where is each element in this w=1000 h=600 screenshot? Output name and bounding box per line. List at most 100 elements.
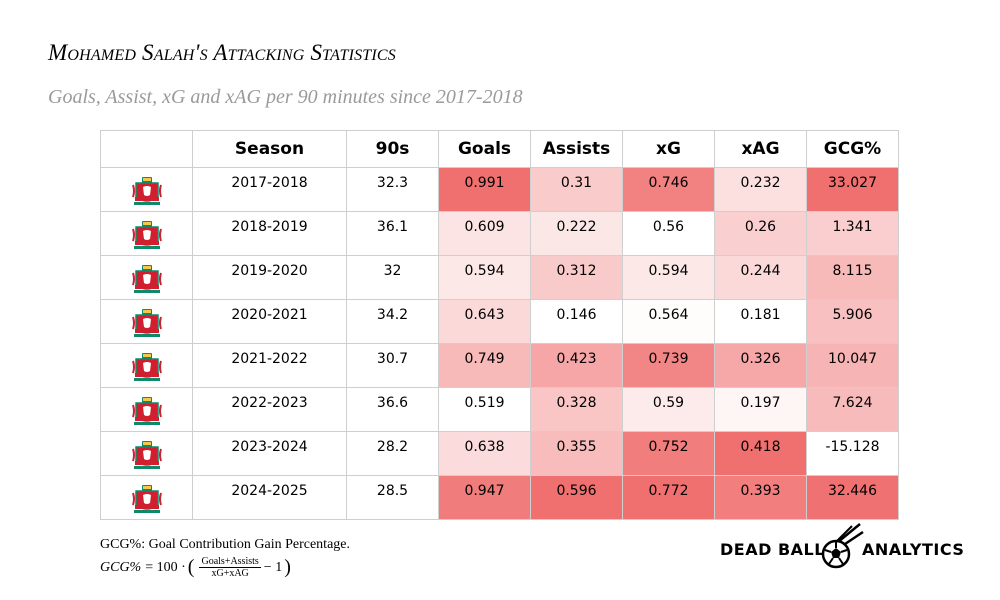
formula-numerator: Goals+Assists [199,556,261,568]
soccer-ball-icon [821,523,864,569]
cell-assists: 0.596 [530,475,623,520]
liverpool-crest-icon [131,397,162,425]
cell-xag: 0.244 [714,255,807,300]
cell-assists: 0.355 [530,431,623,476]
cell-xag: 0.326 [714,343,807,388]
cell-assists: 0.328 [530,387,623,432]
table-row: 2019-2020 32 0.594 0.312 0.594 0.244 8.115 [100,255,899,300]
cell-season: 2024-2025 [192,475,347,520]
chart-subtitle: Goals, Assist, xG and xAG per 90 minutes… [48,86,523,108]
header-row: Season 90s Goals Assists xG xAG GCG% [100,130,899,168]
table-header: Season 90s Goals Assists xG xAG GCG% [100,130,899,168]
row-logo-cell [100,431,193,476]
formula-equals: = 100 · [145,559,186,575]
header-goals-cell: Goals [438,130,531,168]
cell-assists: 0.146 [530,299,623,344]
cell-gcg: 10.047 [806,343,899,388]
liverpool-crest-icon [131,441,162,469]
cell-gcg: 7.624 [806,387,899,432]
cell-season: 2019-2020 [192,255,347,300]
cell-90s: 32 [346,255,439,300]
cell-xg: 0.739 [622,343,715,388]
cell-season: 2020-2021 [192,299,347,344]
header-season-cell: Season [192,130,347,168]
row-logo-cell [100,475,193,520]
cell-gcg: 1.341 [806,211,899,256]
cell-90s: 36.1 [346,211,439,256]
header-assists-cell: Assists [530,130,623,168]
table-row: 2021-2022 30.7 0.749 0.423 0.739 0.326 10.047 [100,343,899,388]
gcg-formula: GCG% = 100 · ( Goals+Assists xG+xAG − 1 … [100,556,293,579]
row-logo-cell [100,167,193,212]
cell-90s: 28.5 [346,475,439,520]
formula-fraction: Goals+Assists xG+xAG [199,556,261,579]
formula-denominator: xG+xAG [211,568,249,579]
table-row: 2022-2023 36.6 0.519 0.328 0.59 0.197 7.624 [100,387,899,432]
cell-xag: 0.418 [714,431,807,476]
row-logo-cell [100,343,193,388]
formula-lhs: GCG% [100,559,142,575]
liverpool-crest-icon [131,353,162,381]
table-row: 2020-2021 34.2 0.643 0.146 0.564 0.181 5.906 [100,299,899,344]
cell-90s: 30.7 [346,343,439,388]
header-xag-cell: xAG [714,130,807,168]
cell-xag: 0.26 [714,211,807,256]
cell-xag: 0.393 [714,475,807,520]
cell-xag: 0.232 [714,167,807,212]
brand-text-left: DEAD BALL [720,540,825,559]
cell-xg: 0.746 [622,167,715,212]
cell-goals: 0.749 [438,343,531,388]
table-row: 2017-2018 32.3 0.991 0.31 0.746 0.232 33.027 [100,167,899,212]
liverpool-crest-icon [131,265,162,293]
table-row: 2018-2019 36.1 0.609 0.222 0.56 0.26 1.341 [100,211,899,256]
cell-gcg: 33.027 [806,167,899,212]
liverpool-crest-icon [131,309,162,337]
formula-open-paren: ( [187,556,195,578]
table-body: 2017-2018 32.3 0.991 0.31 0.746 0.232 33.027 20… [100,167,899,520]
cell-90s: 36.6 [346,387,439,432]
row-logo-cell [100,387,193,432]
cell-season: 2022-2023 [192,387,347,432]
row-logo-cell [100,211,193,256]
cell-goals: 0.638 [438,431,531,476]
cell-assists: 0.312 [530,255,623,300]
liverpool-crest-icon [131,221,162,249]
liverpool-crest-icon [131,485,162,513]
cell-goals: 0.609 [438,211,531,256]
cell-goals: 0.991 [438,167,531,212]
cell-assists: 0.423 [530,343,623,388]
cell-xag: 0.181 [714,299,807,344]
cell-xg: 0.772 [622,475,715,520]
cell-xg: 0.752 [622,431,715,476]
cell-goals: 0.947 [438,475,531,520]
stats-table: Season 90s Goals Assists xG xAG GCG% 2017-2018… [100,130,899,520]
table-row: 2023-2024 28.2 0.638 0.355 0.752 0.418 -15.128 [100,431,899,476]
cell-90s: 28.2 [346,431,439,476]
cell-goals: 0.594 [438,255,531,300]
cell-season: 2021-2022 [192,343,347,388]
formula-close-paren: ) [284,556,291,578]
footnote: GCG%: Goal Contribution Gain Percentage. [100,537,351,552]
cell-gcg: 8.115 [806,255,899,300]
cell-90s: 34.2 [346,299,439,344]
table-row: 2024-2025 28.5 0.947 0.596 0.772 0.393 32.446 [100,475,899,520]
chart-title: Mohamed Salah's Attacking Statistics [48,40,396,65]
cell-goals: 0.643 [438,299,531,344]
row-logo-cell [100,255,193,300]
cell-gcg: 32.446 [806,475,899,520]
liverpool-crest-icon [131,177,162,205]
cell-gcg: -15.128 [806,431,899,476]
cell-assists: 0.31 [530,167,623,212]
cell-season: 2017-2018 [192,167,347,212]
cell-xg: 0.56 [622,211,715,256]
cell-gcg: 5.906 [806,299,899,344]
cell-assists: 0.222 [530,211,623,256]
brand-logo: DEAD BALL ANALYTICS [720,520,970,580]
formula-minus-one: − 1 [263,559,283,575]
header-gcg-cell: GCG% [806,130,899,168]
cell-xag: 0.197 [714,387,807,432]
cell-90s: 32.3 [346,167,439,212]
cell-xg: 0.594 [622,255,715,300]
header-90s-cell: 90s [346,130,439,168]
cell-goals: 0.519 [438,387,531,432]
